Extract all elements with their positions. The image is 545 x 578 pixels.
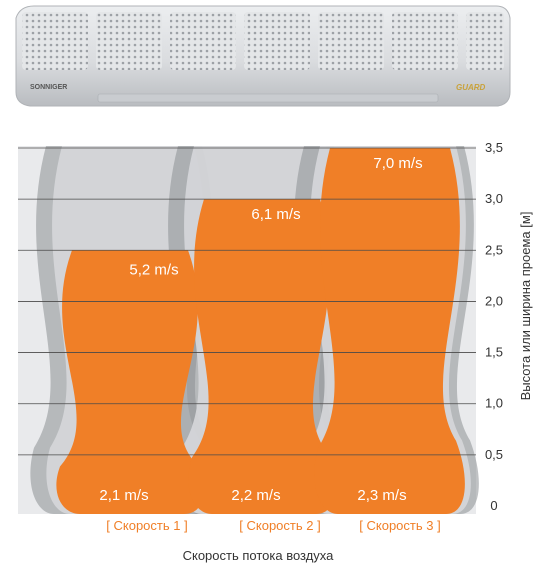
y-tick-label: 3,5: [485, 140, 503, 155]
airflow-chart: 0 0,5 1,0 1,5 2,0 2,5 3,0 3,5 5,2 m/s 2,1 m/s 6,1…: [18, 140, 533, 563]
top-speed-label: 6,1 m/s: [251, 206, 300, 223]
bottom-speed-label: 2,2 m/s: [231, 487, 280, 504]
air-curtain-image: SONNIGER GUARD: [15, 5, 511, 107]
y-tick-label: 1,5: [485, 345, 503, 360]
flow-band-1: [56, 250, 203, 515]
flow-band-3: [314, 148, 465, 514]
y-tick-label: 1,0: [485, 396, 503, 411]
y-tick-label: 2,5: [485, 242, 503, 257]
y-tick-label: 0: [490, 498, 497, 513]
bottom-speed-label: 2,1 m/s: [99, 487, 148, 504]
x-axis-title: Скорость потока воздуха: [183, 548, 335, 563]
y-axis-title: Высота или ширина проема [м]: [518, 212, 533, 401]
y-tick-label: 2,0: [485, 293, 503, 308]
top-speed-label: 5,2 m/s: [129, 261, 178, 278]
category-label: [ Скорость 2 ]: [239, 518, 320, 533]
brand-logo: SONNIGER: [30, 84, 67, 91]
category-labels: [ Скорость 1 ] [ Скорость 2 ] [ Скорость 3…: [106, 518, 440, 533]
y-tick-labels: 0 0,5 1,0 1,5 2,0 2,5 3,0 3,5: [485, 140, 503, 513]
model-logo: GUARD: [456, 83, 486, 92]
category-label: [ Скорость 3 ]: [359, 518, 440, 533]
grid-lines: [18, 147, 476, 456]
airflow-bands: [30, 146, 479, 515]
device-grille: [22, 12, 504, 70]
flow-band-2: [188, 199, 335, 514]
bottom-speed-label: 2,3 m/s: [357, 487, 406, 504]
y-tick-label: 3,0: [485, 191, 503, 206]
y-tick-label: 0,5: [485, 447, 503, 462]
category-label: [ Скорость 1 ]: [106, 518, 187, 533]
top-speed-label: 7,0 m/s: [373, 155, 422, 172]
speed-labels: 5,2 m/s 2,1 m/s 6,1 m/s 2,2 m/s 7,0 m/s 2,3 m…: [99, 155, 422, 504]
